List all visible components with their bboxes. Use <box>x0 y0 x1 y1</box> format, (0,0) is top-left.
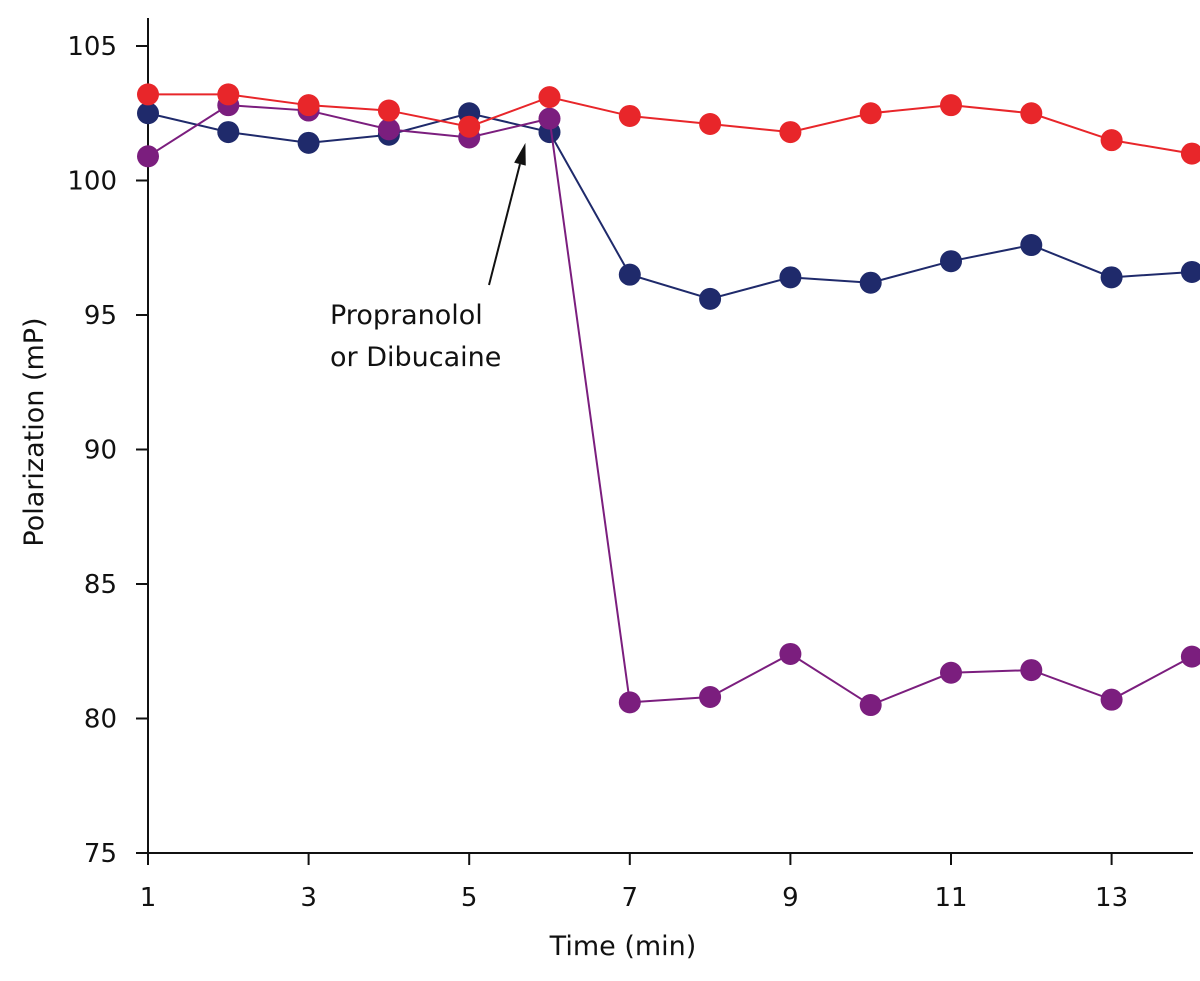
data-point <box>1020 659 1043 682</box>
data-point <box>779 642 802 665</box>
series-1 <box>137 94 1200 717</box>
x-tick-label: 5 <box>461 883 478 913</box>
data-point <box>940 94 962 117</box>
data-point <box>940 661 962 684</box>
data-point <box>137 83 159 106</box>
data-point <box>377 118 400 141</box>
data-point <box>137 102 159 125</box>
x-tick-label: 11 <box>934 883 967 913</box>
data-point <box>699 113 722 136</box>
annotation: Propranolol or Dibucaine <box>330 142 526 373</box>
annotation-arrow <box>488 163 521 286</box>
data-point <box>699 287 722 310</box>
x-tick-label: 7 <box>622 883 639 913</box>
x-tick-label: 13 <box>1095 883 1128 913</box>
x-tick-label: 3 <box>300 883 317 913</box>
data-point <box>297 131 320 154</box>
data-point <box>1100 129 1123 152</box>
y-axis-title: Polarization (mP) <box>19 317 50 546</box>
series-line <box>147 112 1192 300</box>
plot-area <box>137 83 1200 717</box>
series-2 <box>137 83 1200 165</box>
data-point <box>1020 234 1043 257</box>
data-point <box>699 685 722 708</box>
data-point <box>618 691 641 714</box>
y-tick-label: 90 <box>84 436 117 466</box>
data-point <box>1100 266 1123 289</box>
data-point <box>940 250 962 273</box>
data-point <box>779 121 802 144</box>
data-point <box>1100 688 1123 711</box>
data-point <box>538 86 561 109</box>
y-tick-label: 100 <box>67 167 117 197</box>
annotation-arrowhead <box>514 142 526 166</box>
x-axis-title: Time (min) <box>549 931 697 962</box>
series-0 <box>137 102 1200 310</box>
series-line <box>148 93 1193 155</box>
data-point <box>1020 102 1043 125</box>
annotation-line-1: Propranolol <box>330 300 483 331</box>
data-point <box>538 107 561 130</box>
data-point <box>1180 142 1200 165</box>
data-point <box>377 99 400 122</box>
y-tick-label: 95 <box>84 301 117 331</box>
annotation-line-2: or Dibucaine <box>330 342 501 373</box>
data-point <box>1180 645 1200 668</box>
y-tick-label: 80 <box>84 705 117 735</box>
data-point <box>618 263 641 286</box>
data-point <box>859 271 882 294</box>
data-point <box>297 94 320 117</box>
series-line <box>147 104 1193 707</box>
y-tick-label: 85 <box>84 570 117 600</box>
data-point <box>137 145 159 168</box>
data-point <box>458 115 481 138</box>
data-point <box>217 121 240 144</box>
data-point <box>1180 260 1200 283</box>
data-point <box>859 102 882 125</box>
x-tick-label: 1 <box>140 883 157 913</box>
data-point <box>779 266 802 289</box>
y-tick-label: 75 <box>84 839 117 869</box>
y-ticks: 75 80 85 90 95 100 105 <box>67 32 148 869</box>
data-point <box>618 104 641 127</box>
data-point <box>859 694 882 717</box>
y-tick-label: 105 <box>67 32 117 62</box>
x-tick-label: 9 <box>782 883 799 913</box>
x-ticks: 1 3 5 7 9 11 13 <box>140 853 1128 913</box>
data-point <box>217 83 240 106</box>
